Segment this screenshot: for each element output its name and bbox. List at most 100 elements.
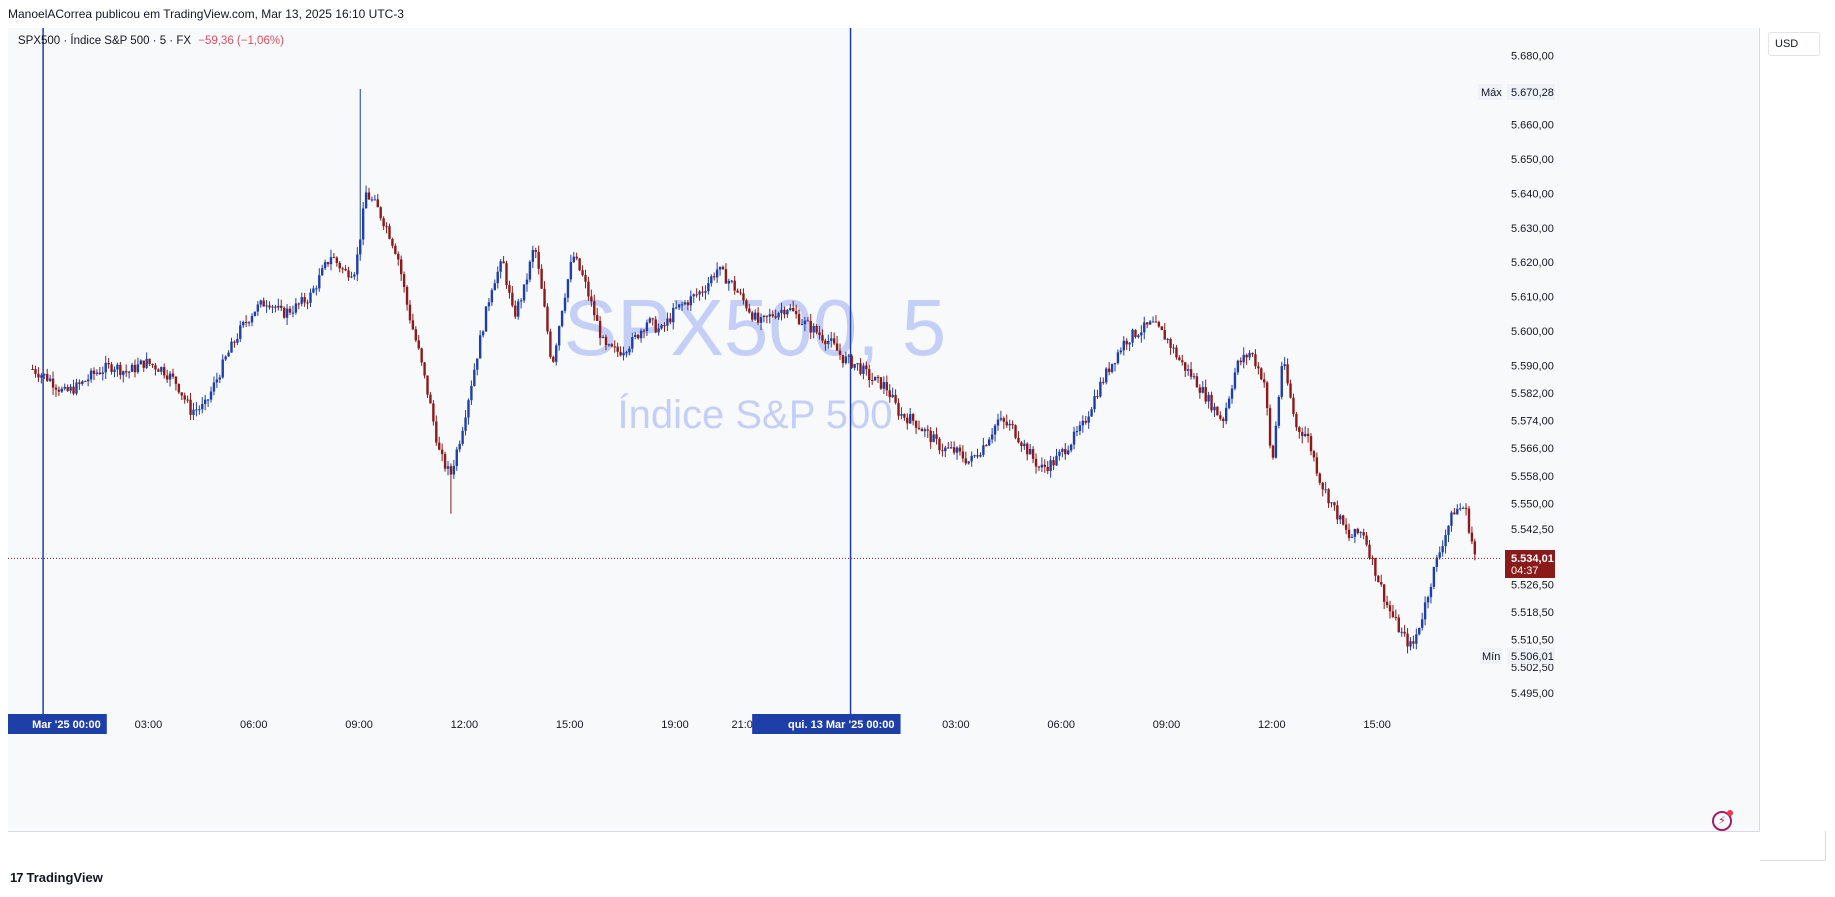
candle-body xyxy=(598,320,602,338)
candle-body xyxy=(1303,433,1307,436)
candle-body xyxy=(423,362,426,376)
candle-body xyxy=(1023,443,1026,447)
candle-body xyxy=(882,382,886,389)
candle-body xyxy=(730,280,733,282)
symbol-legend[interactable]: SPX500 · Índice S&P 500 · 5 · FX −59,36 … xyxy=(18,35,284,47)
candle-body xyxy=(897,402,900,416)
price-tick-label: 5.566,00 xyxy=(1511,443,1554,455)
candle-body xyxy=(718,266,722,270)
min-value-box xyxy=(1507,648,1555,664)
candle xyxy=(493,279,497,291)
candle xyxy=(1148,320,1152,326)
candle xyxy=(133,359,137,378)
candle-body xyxy=(885,382,889,391)
candle xyxy=(186,395,189,403)
candle-body xyxy=(356,254,359,275)
candle xyxy=(888,384,891,403)
candle xyxy=(1066,445,1070,456)
time-axis[interactable] xyxy=(8,831,1760,861)
candle-body xyxy=(628,348,631,353)
time-tick-label: qui. 13 Mar '25 00:00 xyxy=(788,719,895,731)
watermark-description: Índice S&P 500 xyxy=(617,392,892,437)
candle xyxy=(397,251,400,266)
candle-body xyxy=(680,304,684,306)
tradingview-brand[interactable]: 17 TradingView xyxy=(10,870,103,885)
candle-body xyxy=(938,438,941,451)
candle xyxy=(1418,627,1421,636)
max-value: 5.670,28 xyxy=(1511,87,1554,99)
candle-body xyxy=(215,379,219,383)
candle xyxy=(838,343,842,360)
candle-body xyxy=(1043,464,1046,467)
candle xyxy=(745,298,748,312)
candle xyxy=(920,427,924,432)
candle xyxy=(736,288,739,293)
candle-body xyxy=(751,312,754,320)
candle xyxy=(411,313,415,331)
candle-body xyxy=(1172,347,1175,349)
candle xyxy=(180,392,183,401)
chart-pane[interactable] xyxy=(8,28,1760,831)
candle xyxy=(303,292,306,307)
candle-body xyxy=(1365,535,1368,545)
candle-body xyxy=(683,302,687,305)
candle xyxy=(51,371,55,395)
candle-body xyxy=(818,332,821,336)
candle-body xyxy=(426,375,429,395)
candle xyxy=(1213,402,1216,417)
candle-body xyxy=(862,365,865,374)
candle xyxy=(66,384,69,392)
candle-body xyxy=(543,288,546,307)
candle-body xyxy=(1242,354,1245,363)
candle-body xyxy=(1289,383,1292,398)
candle-body xyxy=(470,385,473,401)
candle-body xyxy=(1134,329,1137,338)
candle xyxy=(1219,411,1222,421)
candle xyxy=(1037,465,1041,471)
candle xyxy=(60,386,64,393)
candle-body xyxy=(569,261,573,280)
symbol-title[interactable]: SPX500 · Índice S&P 500 · 5 · FX xyxy=(18,35,192,47)
candle xyxy=(198,405,201,415)
lightning-bolt-icon[interactable]: ⚡ xyxy=(1712,810,1733,831)
candle-body xyxy=(239,325,242,339)
candle-body xyxy=(1031,449,1035,459)
axis-markers: Máx 5.670,28 Mín 5.506,01 5.534,01 04:37 xyxy=(1478,84,1555,664)
candle-body xyxy=(777,313,780,318)
candle-body xyxy=(674,307,678,309)
candle xyxy=(1295,411,1298,431)
candle-body xyxy=(841,354,845,364)
candle xyxy=(1028,444,1032,455)
candle xyxy=(1368,539,1371,560)
candle-body xyxy=(715,269,719,278)
candle xyxy=(648,316,652,324)
candle xyxy=(151,363,154,368)
candle-body xyxy=(1356,528,1360,534)
candle xyxy=(1380,574,1383,587)
candle xyxy=(291,305,295,318)
candle-body xyxy=(1075,431,1079,433)
currency-selector[interactable]: USD xyxy=(1768,32,1820,56)
candle-body xyxy=(1084,420,1087,423)
price-axis[interactable] xyxy=(1760,28,1826,831)
candle xyxy=(440,443,444,462)
candle-body xyxy=(941,450,944,452)
candle-body xyxy=(81,381,84,385)
candle xyxy=(777,311,780,321)
candle-body xyxy=(733,280,736,291)
candle-body xyxy=(1341,515,1345,525)
watermark-symbol: SPX500, 5 xyxy=(564,283,947,372)
candle-body xyxy=(1151,321,1155,323)
price-tick-label: 5.660,00 xyxy=(1511,119,1554,131)
bar-countdown: 04:37 xyxy=(1511,565,1539,577)
candle-body xyxy=(1020,442,1023,447)
candle xyxy=(909,407,912,424)
candle-body xyxy=(297,303,300,305)
candle-body xyxy=(952,447,956,453)
candle-body xyxy=(1339,515,1342,520)
candle xyxy=(1400,627,1403,637)
candle xyxy=(203,394,207,411)
candle-body xyxy=(967,461,970,464)
candle-body xyxy=(455,449,458,466)
candle xyxy=(280,299,283,312)
